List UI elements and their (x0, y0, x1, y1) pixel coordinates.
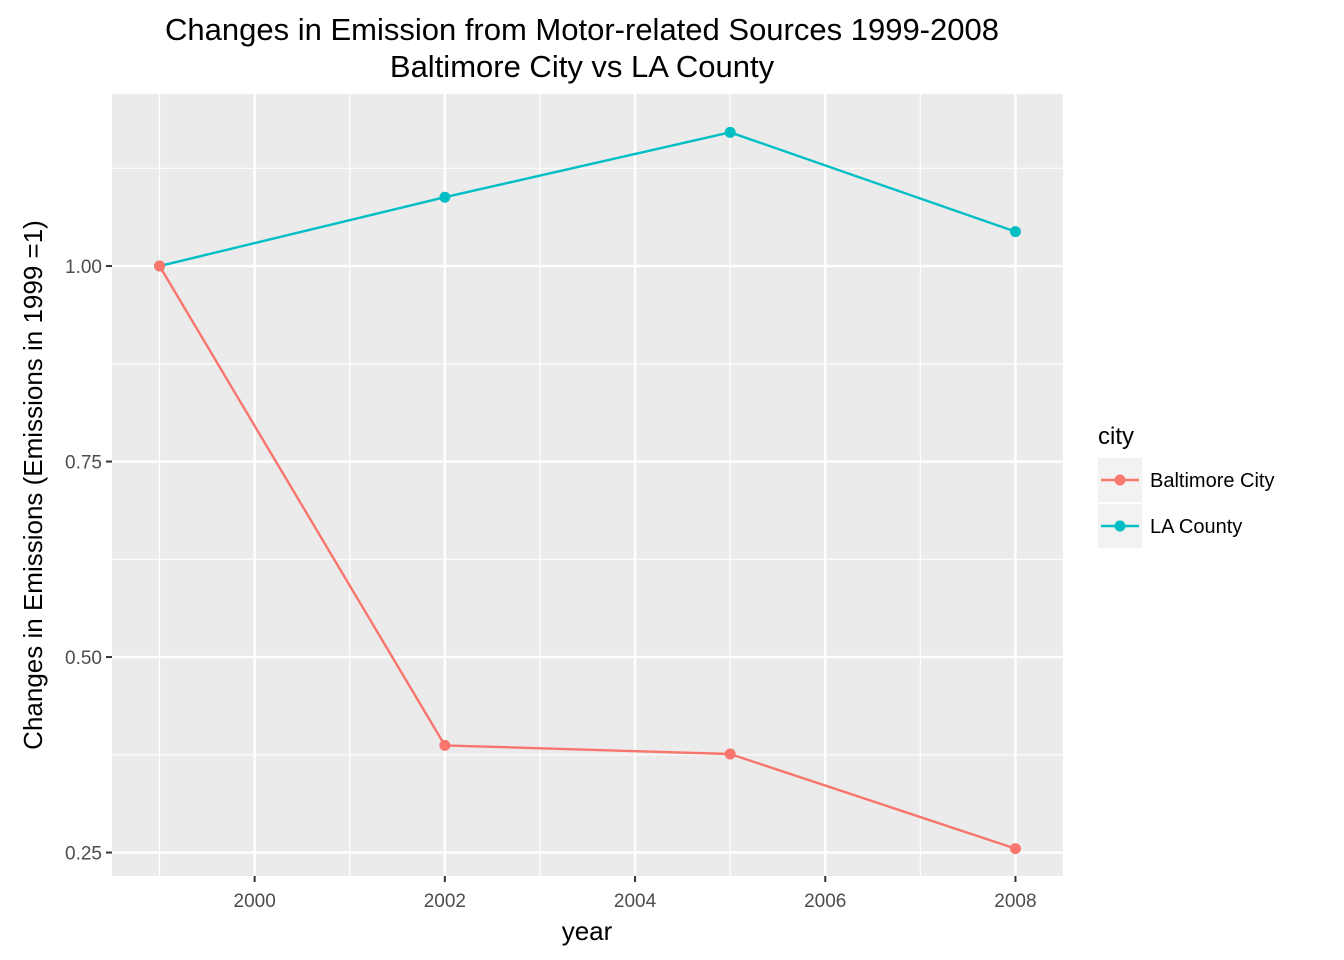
x-axis-title: year (562, 916, 613, 946)
series-layer (154, 126, 1021, 855)
y-tick-label: 0.75 (65, 453, 102, 474)
y-tick-label: 0.25 (65, 844, 102, 865)
data-point-la-county (439, 191, 451, 203)
y-tick-label: 1.00 (65, 257, 102, 278)
x-tick-label: 2008 (994, 891, 1036, 912)
data-point-la-county (1009, 226, 1021, 238)
data-point-baltimore-city (724, 748, 736, 760)
data-point-baltimore-city (1009, 843, 1021, 855)
x-tick-label: 2002 (424, 891, 466, 912)
axis-ticks: 2000 2002 2004 2006 2008 0.25 0.50 0.75 1.00 (65, 257, 1037, 912)
y-tick-label: 0.50 (65, 648, 102, 669)
series-line-baltimore-city (158, 265, 1016, 850)
legend: city Baltimore City LA County (1098, 423, 1274, 548)
x-tick-label: 2004 (614, 891, 657, 912)
legend-label-baltimore-city: Baltimore City (1150, 470, 1274, 492)
y-axis-title: Changes in Emissions (Emissions in 1999 … (18, 220, 48, 750)
chart-subtitle: Baltimore City vs LA County (390, 49, 775, 84)
series-line-la-county (159, 131, 1016, 268)
legend-key-point-la-county (1114, 520, 1126, 532)
data-point-la-county (724, 126, 736, 138)
legend-title: city (1098, 423, 1134, 450)
data-point-baltimore-city (154, 260, 166, 272)
legend-label-la-county: LA County (1150, 516, 1242, 538)
chart-title: Changes in Emission from Motor-related S… (165, 12, 999, 47)
data-point-baltimore-city (439, 739, 451, 751)
plot-panel (112, 94, 1063, 876)
grid-minor (112, 94, 1063, 876)
x-tick-label: 2006 (804, 891, 846, 912)
legend-key-point-baltimore-city (1114, 474, 1126, 486)
x-tick-label: 2000 (234, 891, 276, 912)
